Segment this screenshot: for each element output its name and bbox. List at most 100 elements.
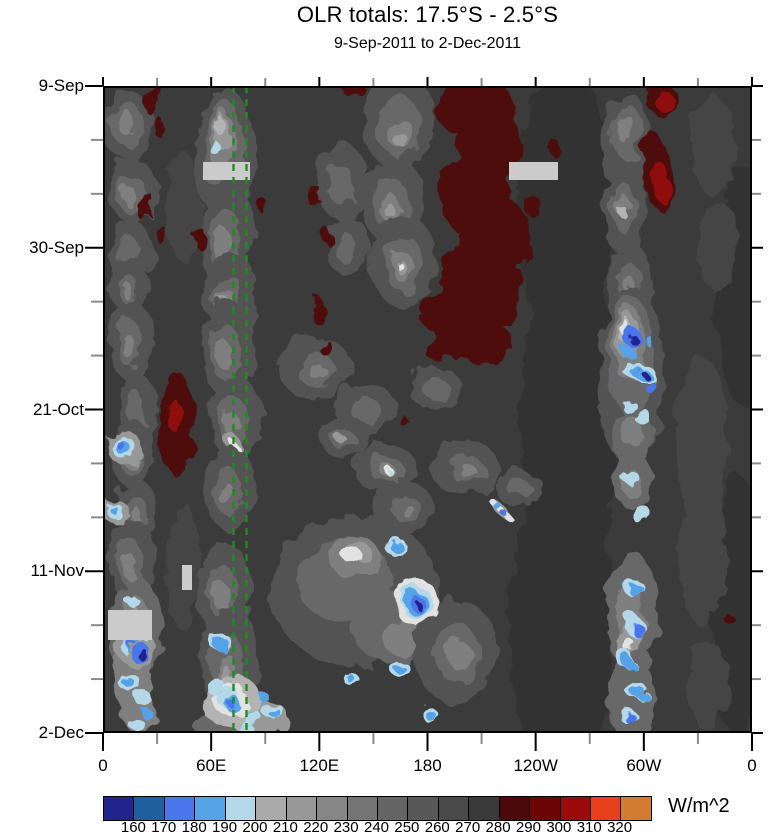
field-blob xyxy=(414,600,420,608)
field-blob xyxy=(620,207,628,219)
field-blob xyxy=(309,184,321,208)
y-tick-label: 9-Sep xyxy=(38,76,84,95)
field-blob xyxy=(312,298,326,326)
colorbar-tick-label: 230 xyxy=(333,819,359,834)
colorbar-tick-label: 160 xyxy=(120,819,146,834)
colorbar-tick-label: 200 xyxy=(242,819,268,834)
colorbar-tick-label: 210 xyxy=(272,819,298,834)
colorbar-units-label: W/m^2 xyxy=(668,795,730,817)
field-blob xyxy=(623,657,635,669)
colorbar-tick-label: 320 xyxy=(607,819,633,834)
chart-subtitle: 9-Sep-2011 to 2-Dec-2011 xyxy=(333,35,522,52)
field-blob xyxy=(159,226,167,246)
y-tick-label: 11-Nov xyxy=(30,561,84,581)
field-blob xyxy=(634,506,652,526)
field-blob xyxy=(675,356,727,516)
field-blob xyxy=(215,340,231,368)
x-tick-label: 120E xyxy=(299,756,340,775)
field-blob xyxy=(646,337,654,347)
missing-data-bar xyxy=(182,565,192,590)
field-blob xyxy=(626,640,636,654)
field-blob xyxy=(632,687,646,699)
field-blob xyxy=(110,506,118,514)
colorbar-cell xyxy=(256,797,286,820)
field-blob xyxy=(622,472,640,484)
colorbar-cell xyxy=(377,797,408,820)
field-blob xyxy=(122,334,134,358)
field-blob xyxy=(259,692,269,702)
field-blob xyxy=(165,151,201,261)
field-blob xyxy=(525,195,541,217)
colorbar-tick-label: 260 xyxy=(424,819,450,834)
field-blob xyxy=(343,548,363,564)
colorbar-tick-label: 240 xyxy=(363,819,390,834)
chart-title: OLR totals: 17.5°S - 2.5°S xyxy=(296,2,559,27)
x-tick-label: 60W xyxy=(626,756,662,775)
field-blob xyxy=(155,115,165,141)
field-blob xyxy=(724,615,734,623)
y-tick-label: 2-Dec xyxy=(38,723,84,742)
field-blob xyxy=(145,86,161,114)
field-blob xyxy=(502,511,508,517)
field-blob xyxy=(691,96,735,196)
field-blob xyxy=(494,503,500,509)
colorbar-tick-label: 220 xyxy=(303,819,329,834)
field-blob xyxy=(423,378,449,400)
field-blob xyxy=(136,647,146,659)
field-blob xyxy=(126,392,146,426)
field-blob xyxy=(621,415,641,447)
field-blob xyxy=(423,336,453,360)
contour-blobs xyxy=(103,86,752,733)
field-blob xyxy=(215,117,225,135)
field-blob xyxy=(698,201,738,291)
missing-data-bar xyxy=(509,162,558,180)
field-blob xyxy=(619,398,635,410)
hovmoller-field xyxy=(103,86,752,733)
field-blob xyxy=(323,228,331,244)
field-blob xyxy=(134,691,152,705)
field-blob xyxy=(310,365,328,381)
field-blob xyxy=(236,720,254,733)
colorbar-tick-label: 190 xyxy=(212,819,238,834)
field-blob xyxy=(168,400,182,432)
field-blob xyxy=(345,673,353,681)
field-blob xyxy=(210,141,220,155)
field-blob xyxy=(139,191,151,221)
colorbar-cell xyxy=(317,797,347,820)
field-blob xyxy=(383,202,393,216)
colorbar-tick-label: 270 xyxy=(455,819,481,834)
field-blob xyxy=(121,283,133,299)
colorbar-tick-label: 300 xyxy=(546,819,572,834)
colorbar-cell xyxy=(530,797,560,820)
colorbar-cell xyxy=(164,797,195,820)
x-tick-label: 60E xyxy=(196,756,227,775)
field-blob xyxy=(630,335,638,345)
field-blob xyxy=(425,315,443,331)
field-blob xyxy=(397,262,403,270)
field-blob xyxy=(122,553,136,579)
field-blob xyxy=(509,466,613,733)
colorbar-cell xyxy=(469,797,499,820)
field-blob xyxy=(321,339,331,357)
colorbar-cell xyxy=(134,797,164,820)
field-blob xyxy=(225,412,239,436)
field-blob xyxy=(259,198,267,214)
field-blob xyxy=(678,486,728,626)
field-blob xyxy=(627,714,637,726)
field-blob xyxy=(195,227,205,249)
field-blob xyxy=(400,504,414,516)
field-blob xyxy=(640,370,646,376)
field-blob xyxy=(270,709,282,719)
field-blob xyxy=(341,86,365,95)
field-blob xyxy=(396,133,408,149)
colorbar-cell xyxy=(104,797,134,820)
field-blob xyxy=(461,322,513,366)
field-blob xyxy=(121,676,133,686)
field-blob xyxy=(624,348,636,360)
x-tick-label: 0 xyxy=(98,756,108,775)
x-tick-label: 180 xyxy=(413,756,442,775)
field-blob xyxy=(212,634,226,650)
colorbar-tick-label: 250 xyxy=(394,819,420,834)
field-blob xyxy=(389,539,401,551)
colorbar xyxy=(103,796,652,821)
